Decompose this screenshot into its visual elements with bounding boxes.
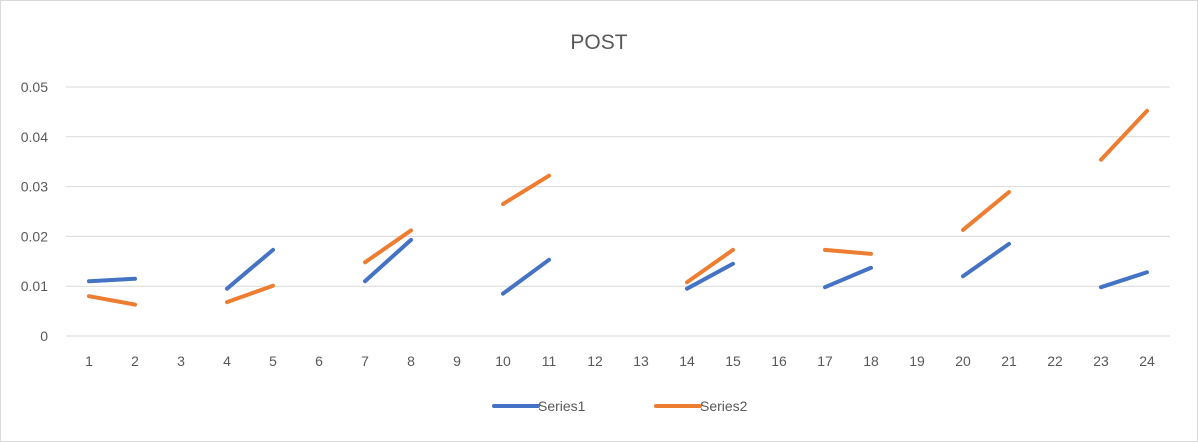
- y-tick-label: 0.02: [21, 228, 48, 244]
- x-tick-label: 22: [1047, 353, 1063, 369]
- series-segment: [1099, 108, 1149, 162]
- legend-label: Series1: [538, 398, 586, 414]
- x-tick-label: 16: [771, 353, 787, 369]
- series-segment: [961, 190, 1011, 232]
- x-tick-label: 14: [679, 353, 695, 369]
- x-tick-label: 1: [85, 353, 93, 369]
- x-tick-label: 2: [131, 353, 139, 369]
- series-series1: [87, 237, 1149, 296]
- x-tick-label: 24: [1139, 353, 1155, 369]
- y-tick-label: 0.05: [21, 79, 48, 95]
- gridlines: [66, 86, 1170, 337]
- y-tick-label: 0.01: [21, 278, 48, 294]
- series-series2: [87, 108, 1149, 307]
- x-tick-label: 19: [909, 353, 925, 369]
- series-segment: [501, 257, 551, 296]
- series-segment: [87, 294, 137, 307]
- x-tick-label: 7: [361, 353, 369, 369]
- x-tick-label: 6: [315, 353, 323, 369]
- y-axis-ticks: 0 0.01 0.02 0.03 0.04 0.05: [21, 79, 48, 344]
- x-tick-label: 9: [453, 353, 461, 369]
- x-tick-label: 10: [495, 353, 511, 369]
- x-tick-label: 11: [542, 353, 557, 369]
- x-tick-label: 13: [633, 353, 649, 369]
- series-segment: [501, 173, 551, 207]
- y-tick-label: 0.04: [21, 129, 48, 145]
- series-segment: [225, 247, 275, 291]
- x-tick-label: 4: [223, 353, 231, 369]
- x-tick-label: 3: [177, 353, 185, 369]
- x-tick-label: 17: [817, 353, 833, 369]
- x-tick-label: 20: [955, 353, 971, 369]
- series-segment: [363, 228, 413, 265]
- x-tick-label: 12: [587, 353, 603, 369]
- series-segment: [823, 265, 873, 290]
- legend: Series1 Series2: [492, 398, 748, 414]
- series-segment: [685, 247, 735, 285]
- series-segment: [685, 261, 735, 291]
- plot-series: [87, 108, 1149, 307]
- x-tick-label: 21: [1001, 353, 1017, 369]
- x-tick-label: 23: [1093, 353, 1109, 369]
- series-segment: [823, 247, 873, 256]
- x-tick-label: 15: [725, 353, 741, 369]
- series-segment: [961, 241, 1011, 279]
- series-segment: [87, 276, 137, 284]
- x-tick-label: 18: [863, 353, 879, 369]
- x-tick-label: 5: [269, 353, 277, 369]
- x-axis-ticks: 1 2 3 4 5 6 7 8 9 10 11 12 13 14 15 16 17 18 19 20 21 22 23 24: [85, 353, 1155, 369]
- y-tick-label: 0.03: [21, 179, 48, 195]
- legend-label: Series2: [700, 398, 748, 414]
- x-tick-label: 8: [407, 353, 415, 369]
- series-segment: [1099, 270, 1149, 290]
- series-segment: [363, 237, 413, 284]
- y-tick-label: 0: [40, 328, 48, 344]
- chart-title: POST: [570, 31, 627, 54]
- series-segment: [225, 283, 275, 305]
